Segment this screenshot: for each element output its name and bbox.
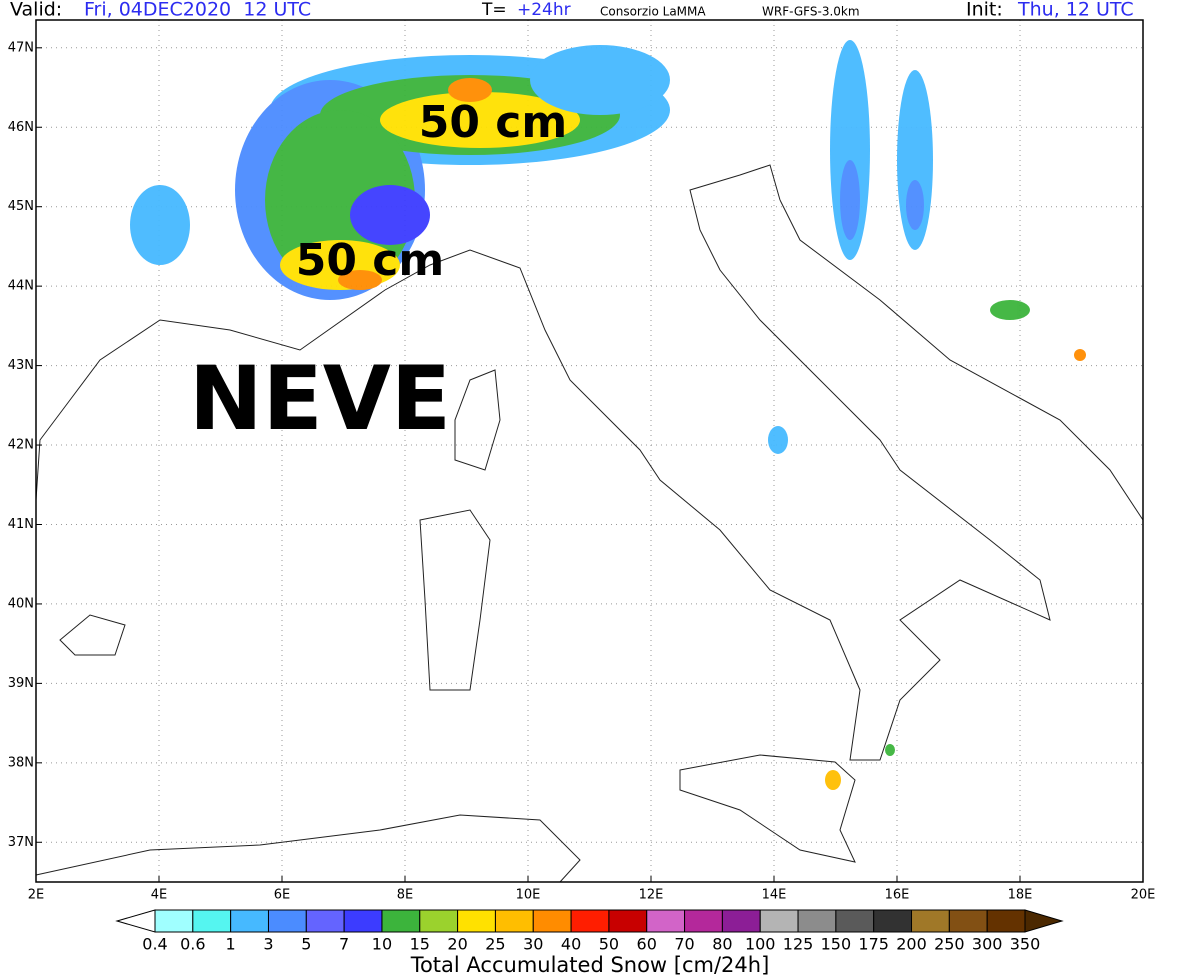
colorbar-box	[267, 909, 307, 933]
source: Consorzio LaMMA	[600, 5, 706, 19]
colorbar-label: 350	[1010, 935, 1041, 954]
y-tick-label: 37N	[8, 835, 34, 850]
colorbar-title: Total Accumulated Snow [cm/24h]	[410, 953, 770, 977]
colorbar-label: 25	[485, 935, 505, 954]
colorbar-box	[835, 909, 875, 933]
valid-label: Valid:	[10, 0, 62, 21]
x-tick-label: 14E	[762, 888, 787, 903]
colorbar-box	[797, 909, 837, 933]
colorbar-label: 40	[561, 935, 581, 954]
annotation: 50 cm	[419, 97, 567, 148]
colorbar-box	[911, 909, 950, 933]
step-value: +24hr	[517, 0, 571, 20]
colorbar-label: 15	[410, 935, 430, 954]
annotation: 50 cm	[296, 235, 444, 286]
init-value: Thu, 12 UTC	[1017, 0, 1134, 21]
colorbar-label: 10	[372, 935, 392, 954]
model: WRF-GFS-3.0km	[762, 5, 860, 19]
colorbar-box	[570, 909, 610, 933]
colorbar-under	[115, 909, 156, 933]
y-tick-label: 41N	[8, 517, 34, 532]
colorbar-label: 300	[972, 935, 1003, 954]
x-tick-label: 20E	[1131, 888, 1156, 903]
init-label: Init:	[966, 0, 1003, 21]
colorbar-box	[873, 909, 913, 933]
colorbar-label: 100	[745, 935, 776, 954]
colorbar-label: 20	[447, 935, 467, 954]
colorbar-box	[532, 909, 572, 933]
map-frame	[35, 19, 1144, 883]
colorbar-box	[154, 909, 194, 933]
colorbar-label: 50	[599, 935, 619, 954]
y-tick-label: 38N	[8, 755, 34, 770]
colorbar-box	[343, 909, 383, 933]
x-tick-label: 8E	[397, 888, 414, 903]
colorbar-box	[684, 909, 723, 933]
y-tick-label: 46N	[8, 120, 34, 135]
colorbar-label: 0.4	[142, 935, 167, 954]
x-tick-label: 6E	[274, 888, 291, 903]
colorbar-label: 70	[674, 935, 694, 954]
colorbar-box	[419, 909, 459, 933]
coastline	[35, 164, 1144, 883]
y-tick-label: 39N	[8, 676, 34, 691]
colorbar-label: 1	[226, 935, 236, 954]
colorbar-label: 7	[339, 935, 349, 954]
x-tick-label: 12E	[639, 888, 664, 903]
colorbar-label: 30	[523, 935, 543, 954]
colorbar-box	[457, 909, 496, 933]
colorbar-label: 125	[783, 935, 814, 954]
colorbar-label: 80	[712, 935, 732, 954]
valid-value: Fri, 04DEC2020 12 UTC	[84, 0, 311, 21]
y-tick-label: 47N	[8, 40, 34, 55]
step-label: T=	[481, 0, 507, 20]
x-tick-label: 16E	[885, 888, 910, 903]
colorbar-label: 3	[263, 935, 273, 954]
colorbar-box	[494, 909, 534, 933]
y-tick-label: 42N	[8, 438, 34, 453]
snow-field	[130, 40, 1086, 790]
colorbar-label: 60	[637, 935, 657, 954]
colorbar-box	[305, 909, 345, 933]
colorbar-box	[608, 909, 648, 933]
colorbar-box	[381, 909, 421, 933]
colorbar-box	[230, 909, 269, 933]
x-tick-label: 10E	[516, 888, 541, 903]
colorbar-label: 175	[858, 935, 889, 954]
colorbar-box	[646, 909, 686, 933]
y-tick-label: 44N	[8, 279, 34, 294]
colorbar-label: 5	[301, 935, 311, 954]
colorbar-label: 200	[896, 935, 927, 954]
colorbar-box	[759, 909, 799, 933]
colorbar-box	[986, 909, 1026, 933]
x-tick-label: 18E	[1008, 888, 1033, 903]
annotation: NEVE	[189, 347, 451, 450]
y-tick-label: 43N	[8, 358, 34, 373]
x-tick-label: 2E	[28, 888, 45, 903]
colorbar-label: 0.6	[180, 935, 205, 954]
axis-ticks: 2E 4E 6E 8E 10E 12E 14E 16E 18E 20E 37N 38N 39N 40N 41…	[8, 40, 1156, 902]
colorbar-box	[721, 909, 761, 933]
colorbar-over	[1024, 909, 1064, 933]
colorbar: 0.4 0.6 1 3 5 7 10 15 20 25 30 40 50 60 70 80 100 125 150 1…	[115, 909, 1064, 954]
colorbar-box	[948, 909, 988, 933]
colorbar-label: 250	[934, 935, 965, 954]
x-tick-label: 4E	[151, 888, 168, 903]
colorbar-label: 150	[821, 935, 852, 954]
y-tick-label: 45N	[8, 199, 34, 214]
y-tick-label: 40N	[8, 596, 34, 611]
colorbar-box	[192, 909, 232, 933]
